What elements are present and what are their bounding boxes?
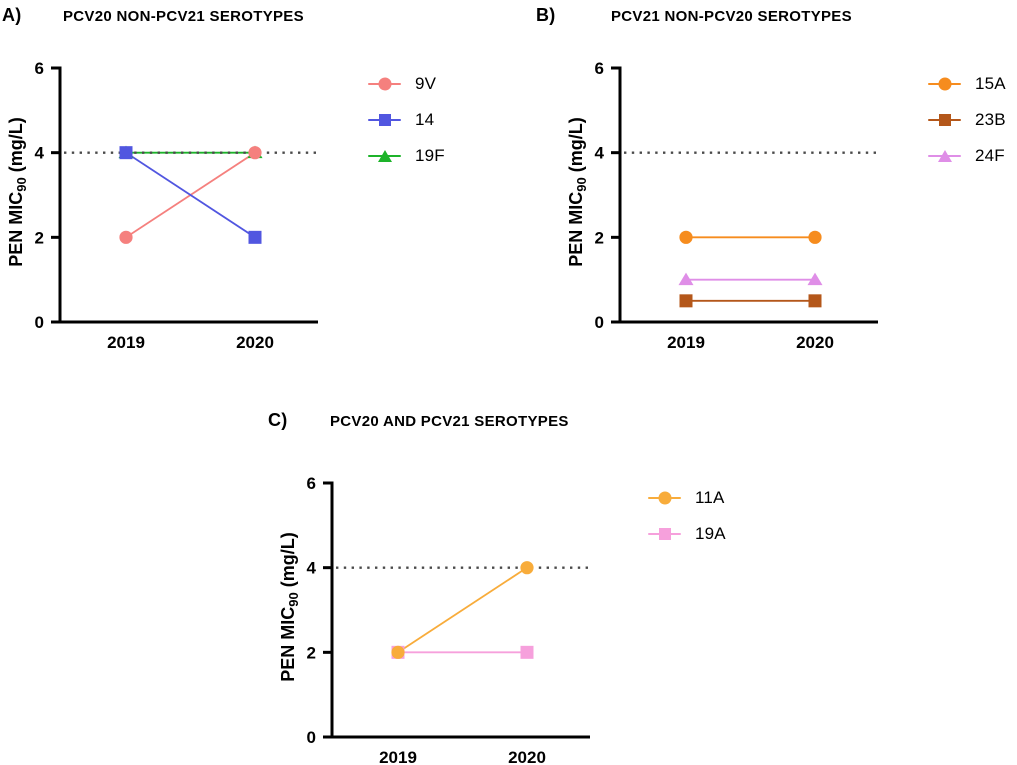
marker-14-2020 <box>248 230 262 244</box>
y-tick-label: 2 <box>35 228 44 247</box>
marker-9V-2020 <box>248 146 262 160</box>
legend-item-11A: 11A <box>648 480 726 516</box>
y-tick-label: 6 <box>307 474 316 493</box>
y-axis-label-sub: 90 <box>14 177 29 191</box>
legend-square-icon <box>928 113 961 128</box>
y-axis-label: PEN MIC90 (mg/L) <box>6 117 29 266</box>
y-axis-label-sub: 90 <box>574 177 589 191</box>
circle-marker-icon <box>658 491 671 505</box>
marker-15A-2019 <box>679 230 693 244</box>
y-tick-label: 6 <box>595 59 604 78</box>
y-tick-label: 0 <box>35 313 44 332</box>
panel-b-legend: 15A 23B 24F <box>928 66 1006 174</box>
legend-item-15A: 15A <box>928 66 1006 102</box>
x-tick-label: 2020 <box>508 748 546 765</box>
panel-a-legend: 9V 14 19F <box>368 66 445 174</box>
y-tick-label: 6 <box>35 59 44 78</box>
series-line-14 <box>125 151 256 239</box>
legend-label: 23B <box>975 110 1006 129</box>
y-axis-label-unit: (mg/L) <box>566 117 586 177</box>
legend-label: 15A <box>975 74 1006 93</box>
panel-c-legend: 11A 19A <box>648 480 726 552</box>
y-tick-label: 2 <box>307 643 316 662</box>
marker-9V-2019 <box>119 230 133 244</box>
panel-b-letter: B) <box>536 5 556 25</box>
x-tick-label: 2020 <box>796 333 834 352</box>
y-axis-label: PEN MIC90 (mg/L) <box>566 117 589 266</box>
legend-item-19A: 19A <box>648 516 726 552</box>
y-axis-label-main: PEN MIC <box>278 607 298 682</box>
y-axis-label: PEN MIC90 (mg/L) <box>278 532 301 681</box>
legend-label: 14 <box>415 110 435 129</box>
triangle-marker-icon <box>377 150 392 162</box>
circle-marker-icon <box>938 77 951 91</box>
square-marker-icon <box>658 528 671 540</box>
legend-circle-icon <box>648 491 681 506</box>
y-tick-label: 4 <box>307 559 317 578</box>
square-marker-icon <box>938 114 951 126</box>
legend-circle-icon <box>928 77 961 92</box>
legend-square-icon <box>648 527 681 542</box>
y-axis-label-sub: 90 <box>286 592 301 606</box>
legend-label: 11A <box>695 488 725 507</box>
panel-c-letter: C) <box>268 410 288 430</box>
marker-15A-2020 <box>808 230 822 244</box>
series-line-11A <box>397 566 528 654</box>
x-tick-label: 2019 <box>379 748 417 765</box>
panel-a-title: PCV20 NON-PCV21 SEROTYPES <box>63 8 304 25</box>
legend-label: 19A <box>695 524 726 543</box>
legend-label: 9V <box>415 74 437 93</box>
legend-item-9V: 9V <box>368 66 445 102</box>
marker-24F-2019 <box>678 272 694 286</box>
legend-circle-icon <box>368 77 401 92</box>
y-tick-label: 0 <box>595 313 604 332</box>
marker-11A-2020 <box>520 561 534 575</box>
marker-24F-2020 <box>807 272 823 286</box>
y-tick-label: 0 <box>307 728 316 747</box>
x-tick-label: 2020 <box>236 333 274 352</box>
legend-item-24F: 24F <box>928 138 1006 174</box>
y-axis-label-main: PEN MIC <box>566 192 586 267</box>
panel-a-letter: A) <box>2 5 22 25</box>
panel-c-chart: 0 2 4 6 2019 2020 PEN MIC90 (mg/L) <box>278 474 590 765</box>
marker-14-2019 <box>119 146 133 160</box>
legend-item-19F: 19F <box>368 138 445 174</box>
legend-label: 24F <box>975 146 1005 165</box>
y-axis-label-unit: (mg/L) <box>278 532 298 592</box>
x-tick-label: 2019 <box>107 333 145 352</box>
marker-11A-2019 <box>391 645 405 659</box>
legend-triangle-icon <box>368 149 401 164</box>
panel-c-title: PCV20 AND PCV21 SEROTYPES <box>330 413 569 430</box>
x-tick-label: 2019 <box>667 333 705 352</box>
marker-23B-2019 <box>679 294 693 308</box>
legend-item-23B: 23B <box>928 102 1006 138</box>
circle-marker-icon <box>378 77 391 91</box>
panel-b-chart: 0 2 4 6 2019 2020 PEN MIC90 (mg/L) <box>566 59 878 352</box>
y-axis-label-unit: (mg/L) <box>6 117 26 177</box>
square-marker-icon <box>378 114 391 126</box>
legend-triangle-icon <box>928 149 961 164</box>
panel-a-chart: 0 2 4 6 2019 2020 PEN MIC90 (mg/L) <box>6 59 318 352</box>
y-tick-label: 2 <box>595 228 604 247</box>
y-axis-label-main: PEN MIC <box>6 192 26 267</box>
legend-item-14: 14 <box>368 102 445 138</box>
triangle-marker-icon <box>937 150 952 162</box>
legend-square-icon <box>368 113 401 128</box>
y-tick-label: 4 <box>35 144 45 163</box>
legend-label: 19F <box>415 146 445 165</box>
marker-19A-2020 <box>520 645 534 659</box>
panel-b-title: PCV21 NON-PCV20 SEROTYPES <box>611 8 852 25</box>
y-tick-label: 4 <box>595 144 605 163</box>
marker-23B-2020 <box>808 294 822 308</box>
